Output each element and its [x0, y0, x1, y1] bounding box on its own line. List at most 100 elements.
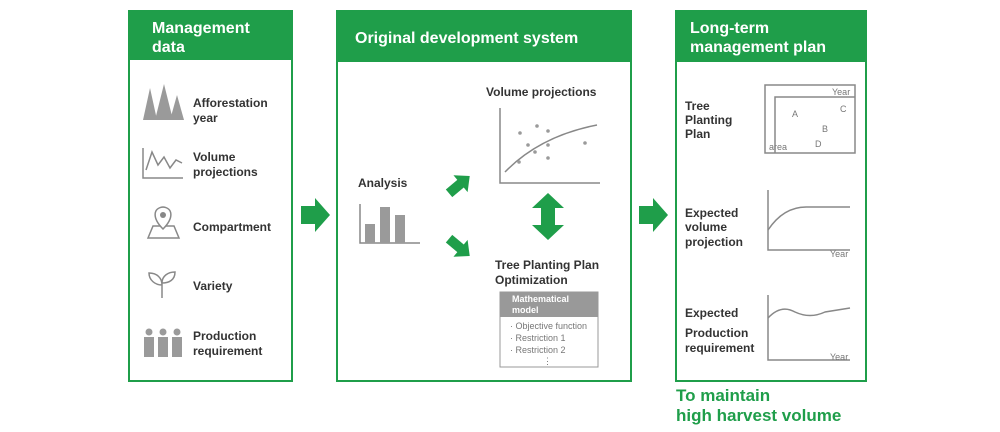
scatter-icon-part-part [526, 143, 530, 147]
flow-arrow [639, 198, 668, 232]
panel-original-system-part [336, 10, 632, 62]
volume-chart-icon: Year [767, 190, 850, 259]
plan-label: Production [685, 326, 748, 340]
icon-people-part [145, 328, 153, 336]
double-arrow [532, 193, 564, 240]
icon-variety-part [148, 271, 176, 298]
plan-label: projection [685, 235, 743, 249]
optimization-label: Tree Planting Plan [495, 258, 599, 272]
icon-line-chart-part [142, 148, 183, 179]
panel-title: Original development system [355, 30, 578, 47]
item-label: projections [193, 165, 258, 179]
panel-long-term-plan-part [675, 10, 867, 62]
diag-arrow [445, 175, 470, 198]
icon-line-chart-part [145, 149, 183, 171]
region-label: D [815, 139, 822, 149]
production-chart-icon: Year [767, 295, 851, 362]
volume-chart-icon-part [767, 190, 850, 251]
item-label: Afforestation [193, 96, 268, 110]
scatter-icon-part-part [546, 129, 550, 133]
scatter-icon [499, 108, 600, 184]
plan-label: Planting [685, 113, 732, 127]
icon-people-part [144, 337, 154, 357]
icon-trees-part [170, 95, 184, 120]
bar-icon-part-part [365, 224, 375, 243]
model-item: · Restriction 2 [510, 345, 566, 355]
item-label: requirement [193, 344, 262, 358]
panel-management-data: Management data [128, 10, 293, 382]
panel-management-data-part [128, 10, 293, 60]
panel-original-system: Original development system [336, 10, 632, 382]
bar-icon-part-part [395, 215, 405, 243]
panel-title: Long-term [690, 20, 769, 37]
model-box: Mathematical model · Objective function … [499, 291, 599, 368]
scatter-icon-part-part [546, 143, 550, 147]
model-title: model [512, 305, 539, 315]
icon-variety [148, 271, 176, 298]
region-label: A [792, 109, 798, 119]
footer-text: To maintain [676, 386, 770, 405]
panel-title: data [152, 39, 185, 56]
model-title: Mathematical [512, 294, 569, 304]
region-label: B [822, 124, 828, 134]
axis-label: Year [832, 87, 850, 97]
model-box-part [500, 292, 598, 317]
plan-grid: Year area A B C D [764, 84, 856, 154]
panel-long-term-plan-part [675, 10, 867, 382]
plan-label: Expected [685, 306, 738, 320]
axis-label: Year [830, 352, 848, 362]
icon-compartment [146, 206, 181, 239]
diag-arrow [445, 234, 470, 257]
model-item: · Objective function [510, 321, 587, 331]
bar-icon-part-part [380, 207, 390, 243]
item-label: year [193, 111, 218, 125]
scatter-icon-part [504, 124, 598, 173]
panel-long-term-plan: Long-term management plan [675, 10, 867, 382]
icon-people-part [159, 328, 167, 336]
axis-label: area [769, 142, 787, 152]
icon-people-part [158, 337, 168, 357]
icon-compartment-part [160, 212, 166, 218]
optimization-label: Optimization [495, 273, 568, 287]
icon-trees [143, 84, 184, 120]
item-label: Variety [193, 279, 233, 293]
icon-people [144, 328, 182, 357]
axis-label: Year [830, 249, 848, 259]
scatter-icon-part [499, 108, 600, 184]
panel-title: Management [152, 20, 250, 37]
panel-title: management plan [690, 39, 826, 56]
plan-label: volume [685, 220, 727, 234]
bar-icon-part [365, 207, 405, 243]
scatter-icon-part-part [583, 141, 587, 145]
plan-label: Plan [685, 127, 710, 141]
model-item: · Restriction 1 [510, 333, 566, 343]
plan-grid-part [764, 84, 856, 154]
panel-management-data-part [128, 10, 293, 382]
plan-label: Expected [685, 206, 738, 220]
bar-icon [359, 204, 420, 244]
icon-line-chart [142, 148, 183, 179]
plan-label: requirement [685, 341, 754, 355]
production-chart-icon-part [767, 295, 850, 361]
model-item: ⋮ [543, 356, 552, 366]
plan-label: Tree [685, 99, 710, 113]
footer-text: high harvest volume [676, 406, 841, 425]
scatter-icon-part-part [546, 156, 550, 160]
region-label: C [840, 104, 847, 114]
icon-trees-part [155, 84, 173, 120]
icon-trees-part [143, 88, 157, 120]
volume-chart-icon-part [767, 206, 850, 231]
item-label: Compartment [193, 220, 271, 234]
icon-people-part [173, 328, 181, 336]
scatter-icon-part [517, 124, 587, 164]
item-label: Production [193, 329, 256, 343]
plan-grid-part [774, 96, 855, 153]
item-label: Volume [193, 150, 236, 164]
chart-label: Volume projections [486, 85, 597, 99]
icon-compartment-part [146, 225, 181, 239]
scatter-icon-part-part [517, 160, 521, 164]
scatter-icon-part-part [533, 150, 537, 154]
icon-people-part [172, 337, 182, 357]
